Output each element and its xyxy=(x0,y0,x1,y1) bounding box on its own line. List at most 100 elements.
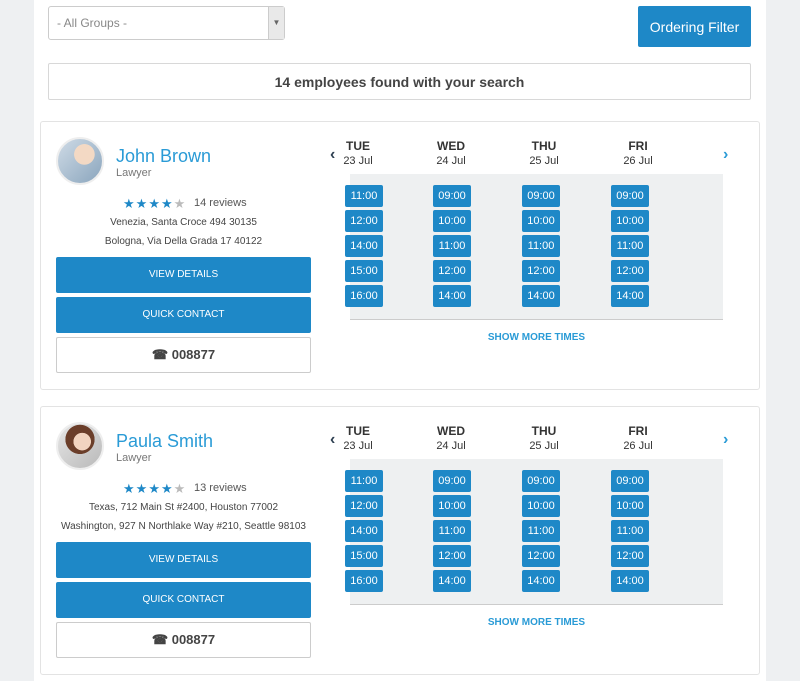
day-header: FRI 26 Jul xyxy=(608,424,668,452)
star-icon: ★ xyxy=(123,196,136,211)
time-slot-button[interactable]: 14:00 xyxy=(611,570,649,592)
employee-role: Lawyer xyxy=(116,452,152,464)
time-slot-button[interactable]: 09:00 xyxy=(433,470,471,492)
time-slot-button[interactable]: 11:00 xyxy=(611,235,649,257)
time-slot-button[interactable]: 16:00 xyxy=(345,285,383,307)
day-header: TUE 23 Jul xyxy=(328,139,388,167)
rating-stars: ★★★★★ xyxy=(123,481,186,497)
group-select[interactable]: - All Groups - ▼ xyxy=(48,6,285,40)
quick-contact-button[interactable]: QUICK CONTACT xyxy=(56,297,311,333)
avatar xyxy=(56,422,104,470)
time-slot-button[interactable]: 12:00 xyxy=(345,495,383,517)
review-count[interactable]: 13 reviews xyxy=(194,482,247,494)
time-slot-button[interactable]: 15:00 xyxy=(345,260,383,282)
phone-number: 008877 xyxy=(171,347,216,362)
time-slot-button[interactable]: 11:00 xyxy=(522,235,560,257)
page-container: - All Groups - ▼ Ordering Filter 14 empl… xyxy=(34,0,766,681)
day-header: FRI 26 Jul xyxy=(608,139,668,167)
phone-icon: ☎ xyxy=(151,347,169,362)
star-icon: ★ xyxy=(135,481,149,496)
day-name: TUE xyxy=(346,424,370,438)
time-slot-button[interactable]: 09:00 xyxy=(611,185,649,207)
time-slot-button[interactable]: 09:00 xyxy=(522,185,560,207)
time-slot-button[interactable]: 12:00 xyxy=(345,210,383,232)
time-slot-button[interactable]: 12:00 xyxy=(522,260,560,282)
star-icon: ★ xyxy=(173,196,187,211)
day-date: 26 Jul xyxy=(623,440,653,452)
day-name: FRI xyxy=(628,424,648,438)
day-name: THU xyxy=(531,139,557,153)
time-slot-button[interactable]: 11:00 xyxy=(433,235,471,257)
prev-week-button[interactable]: ‹ xyxy=(330,431,336,448)
time-slot-button[interactable]: 16:00 xyxy=(345,570,383,592)
time-slot-button[interactable]: 09:00 xyxy=(611,470,649,492)
day-date: 24 Jul xyxy=(436,155,466,167)
day-header: THU 25 Jul xyxy=(514,139,574,167)
phone-button[interactable]: ☎ 008877 xyxy=(56,622,311,658)
address-line-1: Venezia, Santa Croce 494 30135 xyxy=(110,217,257,228)
results-count: 14 employees found with your search xyxy=(48,63,751,100)
time-slot-button[interactable]: 11:00 xyxy=(522,520,560,542)
star-icon: ★ xyxy=(173,481,187,496)
time-slot-button[interactable]: 10:00 xyxy=(611,495,649,517)
time-slot-button[interactable]: 11:00 xyxy=(345,470,383,492)
time-slot-button[interactable]: 12:00 xyxy=(522,545,560,567)
ordering-filter-button[interactable]: Ordering Filter xyxy=(638,6,751,47)
time-slot-button[interactable]: 14:00 xyxy=(611,285,649,307)
time-slot-button[interactable]: 15:00 xyxy=(345,545,383,567)
next-week-button[interactable]: › xyxy=(723,431,729,448)
time-slot-button[interactable]: 14:00 xyxy=(345,520,383,542)
address-line-2: Bologna, Via Della Grada 17 40122 xyxy=(104,236,263,247)
rating-stars: ★★★★★ xyxy=(123,196,186,212)
time-slot-button[interactable]: 11:00 xyxy=(433,520,471,542)
view-details-button[interactable]: VIEW DETAILS xyxy=(56,257,311,293)
prev-week-button[interactable]: ‹ xyxy=(330,146,336,163)
time-slot-button[interactable]: 11:00 xyxy=(611,520,649,542)
show-more-times-link[interactable]: SHOW MORE TIMES xyxy=(487,332,586,343)
day-date: 26 Jul xyxy=(623,155,653,167)
star-icon: ★ xyxy=(123,481,136,496)
phone-button[interactable]: ☎ 008877 xyxy=(56,337,311,373)
time-slot-button[interactable]: 09:00 xyxy=(433,185,471,207)
time-slot-button[interactable]: 14:00 xyxy=(345,235,383,257)
day-header: THU 25 Jul xyxy=(514,424,574,452)
time-slot-button[interactable]: 10:00 xyxy=(433,210,471,232)
day-date: 23 Jul xyxy=(343,155,373,167)
review-count[interactable]: 14 reviews xyxy=(194,197,247,209)
time-slot-button[interactable]: 11:00 xyxy=(345,185,383,207)
star-icon: ★ xyxy=(148,481,161,496)
show-more-times-link[interactable]: SHOW MORE TIMES xyxy=(487,617,586,628)
day-name: WED xyxy=(437,139,465,153)
time-slot-button[interactable]: 14:00 xyxy=(433,285,471,307)
time-slot-button[interactable]: 10:00 xyxy=(433,495,471,517)
time-slot-button[interactable]: 09:00 xyxy=(522,470,560,492)
star-icon: ★ xyxy=(135,196,149,211)
time-slot-button[interactable]: 12:00 xyxy=(433,545,471,567)
time-slot-button[interactable]: 14:00 xyxy=(433,570,471,592)
employee-card: Paula Smith Lawyer ★★★★★ 13 reviews Texas, 7… xyxy=(40,406,760,675)
time-slot-button[interactable]: 10:00 xyxy=(522,495,560,517)
time-slot-button[interactable]: 12:00 xyxy=(433,260,471,282)
group-select-value: - All Groups - xyxy=(57,16,128,30)
phone-number: 008877 xyxy=(171,632,216,647)
time-slot-button[interactable]: 12:00 xyxy=(611,545,649,567)
address-line-1: Texas, 712 Main St #2400, Houston 77002 xyxy=(88,502,279,513)
day-name: WED xyxy=(437,424,465,438)
day-name: THU xyxy=(531,424,557,438)
avatar xyxy=(56,137,104,185)
next-week-button[interactable]: › xyxy=(723,146,729,163)
time-slot-button[interactable]: 10:00 xyxy=(522,210,560,232)
day-name: TUE xyxy=(346,139,370,153)
employee-name[interactable]: Paula Smith xyxy=(116,431,214,451)
star-icon: ★ xyxy=(160,196,174,211)
employee-name[interactable]: John Brown xyxy=(116,146,212,166)
view-details-button[interactable]: VIEW DETAILS xyxy=(56,542,311,578)
chevron-down-icon[interactable]: ▼ xyxy=(268,7,284,39)
employee-role: Lawyer xyxy=(116,167,152,179)
time-slot-button[interactable]: 12:00 xyxy=(611,260,649,282)
quick-contact-button[interactable]: QUICK CONTACT xyxy=(56,582,311,618)
day-date: 24 Jul xyxy=(436,440,466,452)
time-slot-button[interactable]: 10:00 xyxy=(611,210,649,232)
time-slot-button[interactable]: 14:00 xyxy=(522,285,560,307)
time-slot-button[interactable]: 14:00 xyxy=(522,570,560,592)
